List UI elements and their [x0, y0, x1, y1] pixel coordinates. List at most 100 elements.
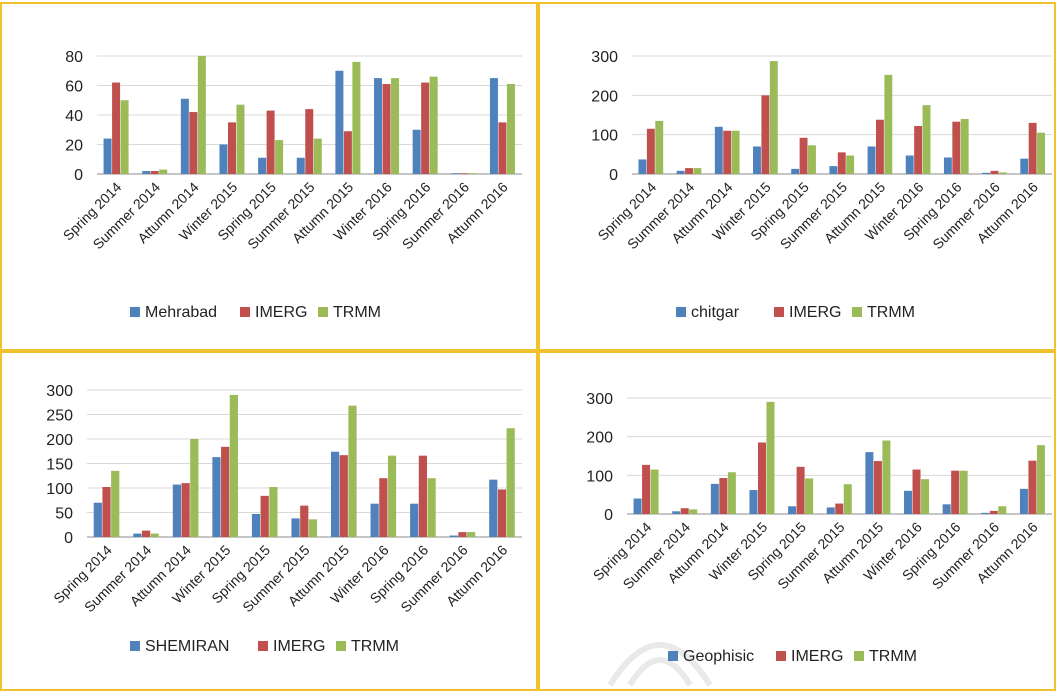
bar-geophisic-3	[749, 490, 758, 514]
bar-trmm-2	[197, 56, 206, 174]
bar-mehrabad-5	[296, 157, 305, 174]
bar-mehrabad-2	[180, 98, 189, 174]
bar-imerg-4	[260, 495, 269, 537]
bar-trmm-2	[731, 130, 740, 174]
bar-shemiran-1	[133, 533, 142, 537]
legend-label: TRMM	[351, 638, 399, 655]
bar-imerg-9	[990, 170, 999, 174]
bar-imerg-4	[796, 466, 805, 514]
bar-imerg-5	[300, 505, 309, 537]
bar-imerg-6	[343, 131, 352, 174]
bar-imerg-10	[1028, 122, 1037, 174]
bar-mehrabad-3	[219, 144, 228, 174]
legend-label: IMERG	[273, 638, 325, 655]
legend-swatch	[258, 641, 268, 651]
bar-trmm-9	[998, 172, 1007, 174]
bar-imerg-3	[221, 446, 230, 537]
bar-geophisic-0	[633, 498, 642, 514]
bar-chitgar-7	[905, 155, 914, 174]
bar-chitgar-4	[791, 168, 800, 174]
bar-chitgar-8	[943, 157, 952, 174]
bar-imerg-3	[227, 122, 236, 174]
chart-panel-shemiran: 0 50 100 150 200 250 300 Spring 2014 Summer 2014…	[0, 351, 538, 691]
bar-trmm-1	[689, 509, 698, 514]
bar-mehrabad-9	[451, 173, 460, 174]
bar-imerg-1	[150, 171, 159, 174]
bar-imerg-5	[305, 109, 314, 174]
bar-imerg-10	[498, 122, 507, 174]
legend-label: SHEMIRAN	[145, 638, 229, 655]
bar-imerg-2	[719, 478, 728, 514]
bar-imerg-7	[912, 469, 921, 514]
bar-shemiran-5	[291, 518, 300, 537]
y-tick-label: 200	[586, 430, 613, 447]
bar-trmm-7	[391, 78, 400, 174]
bar-chitgar-5	[829, 166, 838, 174]
bar-chitgar-3	[753, 146, 761, 174]
bar-trmm-6	[884, 74, 893, 174]
bar-trmm-9	[468, 173, 477, 174]
bar-trmm-1	[150, 533, 159, 537]
bar-chitgar-9	[982, 172, 991, 174]
bar-imerg-4	[266, 110, 275, 174]
legend-label: Mehrabad	[145, 304, 217, 321]
bar-geophisic-9	[981, 512, 990, 514]
bar-trmm-5	[846, 155, 855, 174]
bar-trmm-0	[650, 469, 659, 514]
chart-panel-chitgar: 0 100 200 300 Spring 2014 Summer 2014 Attumn 2…	[538, 2, 1056, 351]
bar-shemiran-3	[212, 457, 221, 537]
bar-trmm-8	[429, 76, 438, 174]
bar-shemiran-6	[330, 451, 340, 537]
bar-geophisic-10	[1019, 488, 1028, 514]
bar-trmm-3	[229, 394, 238, 537]
bar-imerg-2	[189, 112, 198, 174]
bar-trmm-4	[808, 145, 816, 174]
bar-mehrabad-8	[412, 129, 421, 174]
y-tick-label: 60	[65, 79, 83, 96]
bar-imerg-7	[382, 84, 391, 174]
bar-imerg-2	[181, 483, 190, 537]
legend-label: TRMM	[869, 648, 917, 665]
bar-imerg-9	[458, 532, 467, 537]
bar-trmm-6	[352, 61, 361, 174]
y-tick-label: 100	[591, 128, 618, 145]
bar-trmm-0	[120, 100, 129, 174]
x-tick-label: Summer 2014	[620, 519, 694, 593]
legend-swatch	[776, 651, 786, 661]
bar-trmm-4	[275, 140, 284, 174]
chart-panel-geophisic: 0 100 200 300 Spring 2014 Summer 2014 Attumn 2…	[538, 351, 1056, 691]
y-tick-label: 300	[591, 49, 618, 66]
legend-label: chitgar	[691, 304, 740, 321]
bar-trmm-3	[766, 401, 775, 514]
y-tick-label: 200	[591, 88, 618, 105]
bar-trmm-6	[348, 405, 357, 537]
bar-trmm-5	[313, 138, 322, 174]
bar-imerg-1	[680, 508, 689, 514]
bar-imerg-7	[379, 478, 388, 537]
watermark-logo-icon	[607, 642, 713, 687]
legend-swatch	[854, 651, 864, 661]
bar-shemiran-2	[172, 484, 182, 537]
bar-trmm-7	[387, 455, 397, 537]
bar-chitgar-1	[676, 170, 685, 174]
bar-mehrabad-6	[335, 70, 344, 174]
bar-imerg-3	[761, 95, 770, 174]
bar-imerg-9	[459, 173, 468, 174]
bar-chitgar-2	[714, 126, 723, 174]
bar-imerg-6	[873, 461, 882, 514]
bar-mehrabad-0	[103, 138, 112, 174]
legend-label: IMERG	[791, 648, 843, 665]
bar-chitgar-10	[1020, 158, 1029, 174]
y-tick-label: 100	[586, 468, 613, 485]
bar-trmm-10	[1037, 132, 1046, 174]
bar-imerg-2	[723, 130, 732, 174]
bar-imerg-4	[799, 137, 808, 174]
bar-imerg-5	[837, 152, 846, 174]
bar-shemiran-7	[370, 503, 379, 537]
bar-trmm-9	[467, 532, 476, 537]
y-tick-label: 0	[609, 167, 618, 184]
bar-trmm-5	[308, 519, 318, 537]
